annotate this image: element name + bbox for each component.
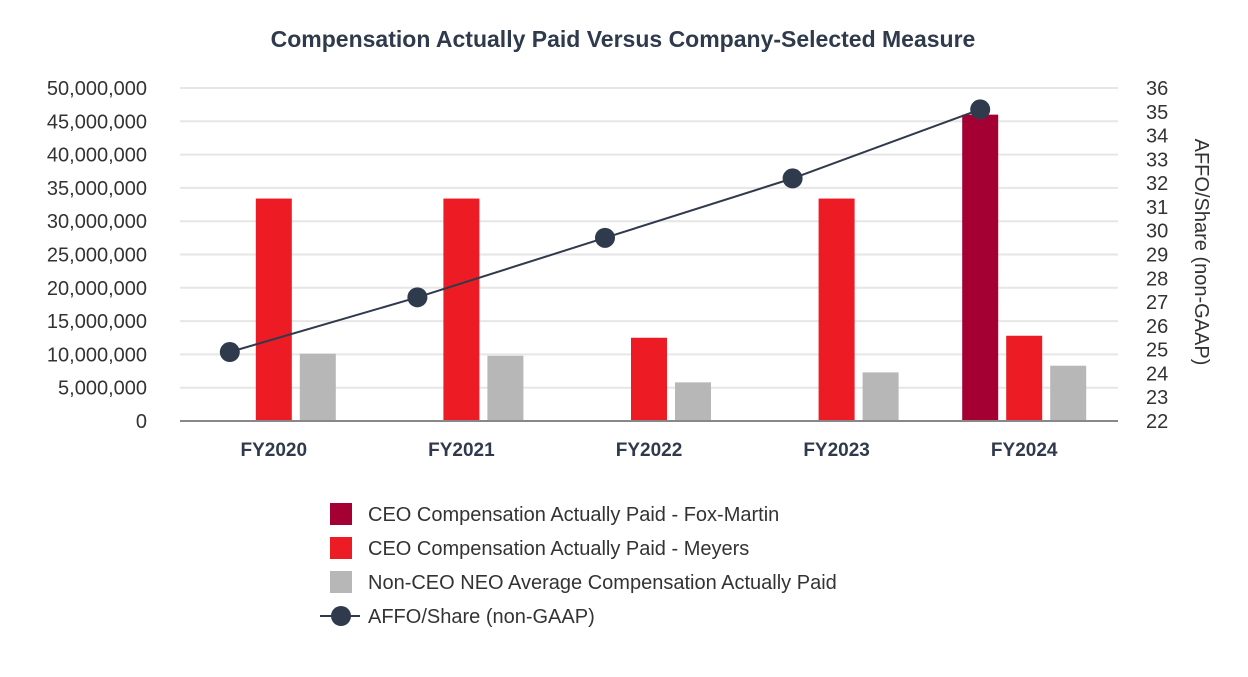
right-tick-label: 30 bbox=[1146, 221, 1168, 243]
category-label: FY2024 bbox=[991, 440, 1058, 461]
bars bbox=[255, 114, 1087, 421]
left-tick-label: 40,000,000 bbox=[47, 145, 147, 167]
category-label: FY2023 bbox=[803, 440, 870, 461]
right-tick-label: 29 bbox=[1146, 245, 1168, 267]
bar-fy2024-3 bbox=[1050, 365, 1087, 421]
category-labels: FY2020 FY2021 FY2022 FY2023 FY2024 bbox=[241, 440, 1058, 461]
legend: CEO Compensation Actually Paid - Fox-Mar… bbox=[320, 503, 837, 628]
category-label: FY2022 bbox=[616, 440, 683, 461]
right-tick-label: 36 bbox=[1146, 78, 1168, 100]
left-tick-label: 45,000,000 bbox=[47, 111, 147, 133]
line-point bbox=[595, 227, 615, 248]
legend-label: CEO Compensation Actually Paid - Fox-Mar… bbox=[368, 504, 779, 526]
left-tick-label: 30,000,000 bbox=[47, 211, 147, 233]
line-point bbox=[219, 342, 240, 363]
bar-fy2020-3 bbox=[299, 353, 336, 421]
left-tick-label: 50,000,000 bbox=[47, 78, 147, 100]
legend-label: CEO Compensation Actually Paid - Meyers bbox=[368, 538, 749, 560]
left-tick-label: 0 bbox=[136, 411, 147, 433]
bar-fy2023-3 bbox=[862, 372, 899, 421]
left-tick-label: 10,000,000 bbox=[47, 344, 147, 366]
right-tick-label: 33 bbox=[1146, 149, 1168, 171]
chart-title: Compensation Actually Paid Versus Compan… bbox=[271, 26, 976, 52]
bar-fy2021-2 bbox=[443, 198, 480, 421]
right-tick-label: 28 bbox=[1146, 268, 1168, 290]
right-tick-label: 27 bbox=[1146, 292, 1168, 314]
right-axis-title: AFFO/Share (non-GAAP) bbox=[1190, 139, 1212, 366]
left-tick-label: 35,000,000 bbox=[47, 178, 147, 200]
bar-fy2023-2 bbox=[818, 198, 855, 421]
left-tick-label: 25,000,000 bbox=[47, 245, 147, 267]
right-tick-label: 31 bbox=[1146, 197, 1168, 219]
legend-swatch bbox=[330, 571, 352, 593]
bar-fy2021-3 bbox=[487, 355, 524, 421]
right-tick-label: 26 bbox=[1146, 316, 1168, 338]
right-tick-label: 34 bbox=[1146, 126, 1168, 148]
line-point bbox=[782, 168, 803, 189]
bar-fy2024-2 bbox=[1006, 335, 1043, 421]
legend-swatch bbox=[330, 503, 352, 525]
legend-label: AFFO/Share (non-GAAP) bbox=[368, 606, 595, 628]
bar-fy2020-2 bbox=[255, 198, 292, 421]
bar-fy2022-3 bbox=[675, 382, 711, 421]
right-tick-label: 25 bbox=[1146, 340, 1168, 362]
right-tick-label: 22 bbox=[1146, 411, 1168, 433]
left-tick-label: 20,000,000 bbox=[47, 278, 147, 300]
left-tick-label: 5,000,000 bbox=[58, 378, 147, 400]
legend-swatch bbox=[330, 537, 352, 559]
right-tick-label: 32 bbox=[1146, 173, 1168, 195]
left-axis-ticks: 0 5,000,000 10,000,000 15,000,000 20,000,000… bbox=[47, 78, 147, 433]
legend-marker bbox=[331, 606, 351, 626]
right-tick-label: 23 bbox=[1146, 387, 1168, 409]
line-point bbox=[407, 287, 428, 308]
line-series bbox=[219, 99, 991, 363]
legend-label: Non-CEO NEO Average Compensation Actuall… bbox=[368, 572, 837, 594]
right-tick-label: 24 bbox=[1146, 363, 1168, 385]
bar-fy2022-2 bbox=[631, 337, 667, 421]
category-label: FY2020 bbox=[241, 440, 308, 461]
left-tick-label: 15,000,000 bbox=[47, 311, 147, 333]
line-point bbox=[970, 99, 991, 120]
right-tick-label: 35 bbox=[1146, 102, 1168, 124]
category-label: FY2021 bbox=[428, 440, 495, 461]
bar-fy2024-1 bbox=[962, 114, 999, 421]
